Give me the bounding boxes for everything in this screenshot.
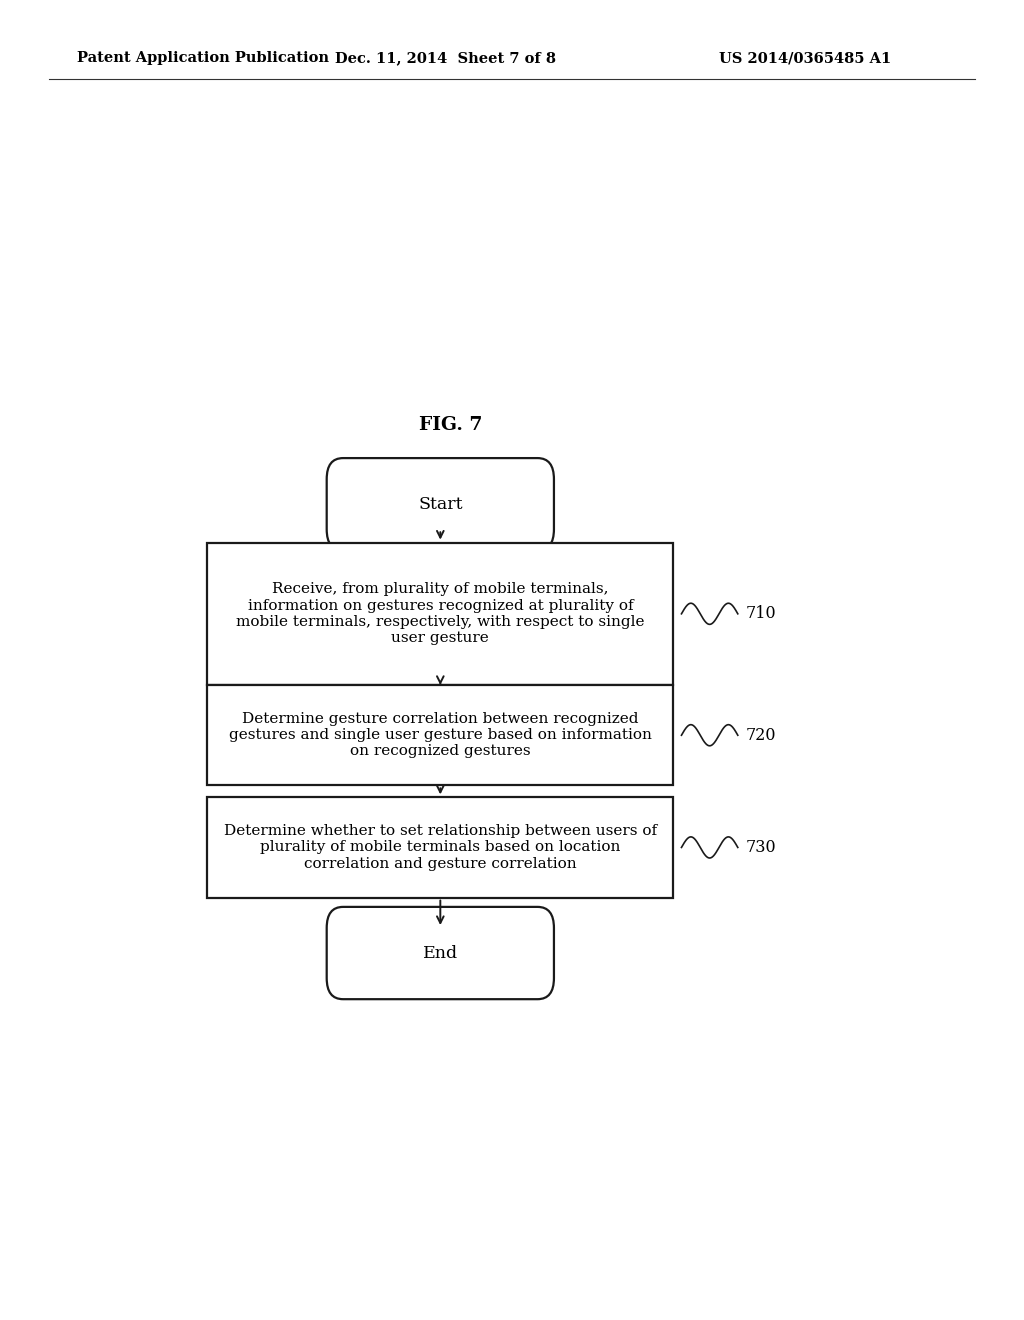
Text: Receive, from plurality of mobile terminals,
information on gestures recognized : Receive, from plurality of mobile termin… [237, 582, 644, 645]
Text: 710: 710 [745, 606, 776, 622]
Text: FIG. 7: FIG. 7 [419, 416, 482, 434]
Text: US 2014/0365485 A1: US 2014/0365485 A1 [719, 51, 891, 65]
Text: Determine gesture correlation between recognized
gestures and single user gestur: Determine gesture correlation between re… [229, 711, 651, 759]
FancyBboxPatch shape [207, 685, 674, 785]
Text: Start: Start [418, 496, 463, 512]
Text: 720: 720 [745, 727, 776, 743]
Text: End: End [423, 945, 458, 961]
Text: 730: 730 [745, 840, 776, 855]
Text: Determine whether to set relationship between users of
plurality of mobile termi: Determine whether to set relationship be… [224, 824, 656, 871]
FancyBboxPatch shape [327, 458, 554, 550]
FancyBboxPatch shape [327, 907, 554, 999]
Text: Patent Application Publication: Patent Application Publication [77, 51, 329, 65]
FancyBboxPatch shape [207, 797, 674, 898]
Text: Dec. 11, 2014  Sheet 7 of 8: Dec. 11, 2014 Sheet 7 of 8 [335, 51, 556, 65]
FancyBboxPatch shape [207, 543, 674, 685]
